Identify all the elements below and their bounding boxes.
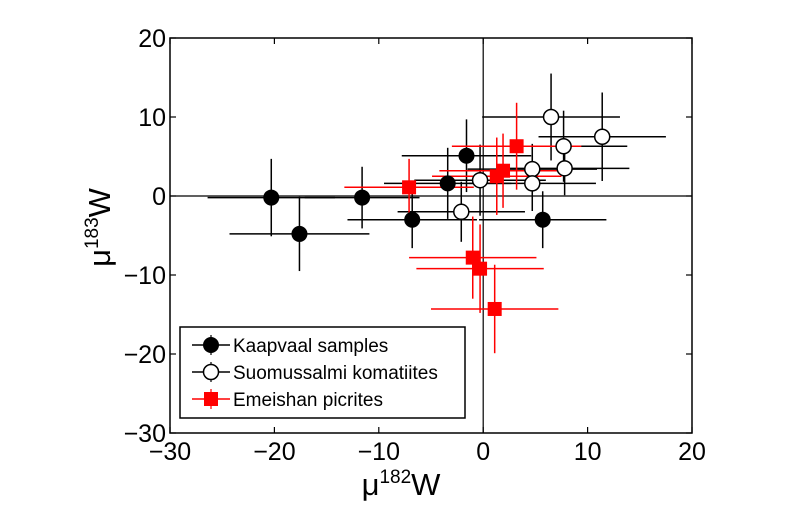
error-bars [207,73,666,354]
suomussalmi-komatiites-point [593,128,611,145]
suomussalmi-komatiites-point [524,175,541,192]
y-tick-label: −20 [124,341,166,369]
x-axis-label-suffix: W [411,467,441,502]
data-markers [263,108,611,316]
legend-entry-emeishan-picrites: Emeishan picrites [192,389,383,411]
emeishan-picrites-point [402,180,417,195]
y-tick-label: 10 [138,104,166,132]
y-axis-label: μ183W [82,187,117,267]
x-tick-label: −10 [358,438,400,466]
y-tick-label: −30 [124,420,166,448]
kaapvaal-samples-point [458,147,475,164]
x-axis-label-prefix: μ [362,467,380,502]
kaapvaal-samples-point [263,189,280,206]
suomussalmi-komatiites-point [555,137,572,155]
x-axis-label: μ182W [362,467,442,502]
kaapvaal-samples-point [439,175,456,192]
x-axis-label-sup: 182 [379,467,411,488]
tick-labels: −30 −20 −10 0 10 20 −30 −20 −10 0 10 20 [124,25,706,466]
y-tick-label: −10 [124,262,166,290]
y-axis-label-sup: 183 [82,217,103,249]
legend: Kaapvaal samples Suomussalmi komatiites Em… [179,326,466,419]
legend-marker [202,363,220,381]
plot-area [169,37,693,434]
y-tick-label: 20 [138,25,166,53]
plot-frame [169,37,693,434]
y-axis-label-prefix: μ [82,249,117,267]
x-tick-label: 20 [678,438,706,466]
emeishan-picrites-point [496,163,511,178]
kaapvaal-samples-point [404,211,421,228]
kaapvaal-samples-point [354,189,371,206]
emeishan-picrites-point [487,301,502,316]
x-tick-label: 10 [574,438,602,466]
suomussalmi-komatiites-point [453,203,470,221]
x-tick-label: 0 [476,438,490,466]
legend-entry-kaapvaal-samples: Kaapvaal samples [192,335,388,357]
suomussalmi-komatiites-point [471,171,489,189]
legend-label: Kaapvaal samples [233,336,388,357]
axis-ticks [169,37,693,434]
suomussalmi-komatiites-point [524,160,541,178]
legend-marker [203,337,219,353]
suomussalmi-komatiites-point [542,108,560,126]
legend-marker [204,392,218,406]
legend-label: Emeishan picrites [233,390,383,411]
kaapvaal-samples-point [291,225,308,242]
emeishan-picrites-point [473,261,488,276]
emeishan-picrites-point [465,250,480,265]
x-tick-label: −20 [253,438,295,466]
legend-entries: Kaapvaal samples Suomussalmi komatiites Em… [192,335,438,411]
kaapvaal-samples-point [534,211,551,228]
suomussalmi-komatiites-point [556,160,573,177]
legend-label: Suomussalmi komatiites [233,363,438,384]
x-tick-label: −30 [149,438,191,466]
y-tick-label: 0 [152,183,166,211]
legend-entry-suomussalmi-komatiites: Suomussalmi komatiites [192,362,438,384]
emeishan-picrites-point [509,139,524,154]
y-axis-label-suffix: W [82,187,117,217]
